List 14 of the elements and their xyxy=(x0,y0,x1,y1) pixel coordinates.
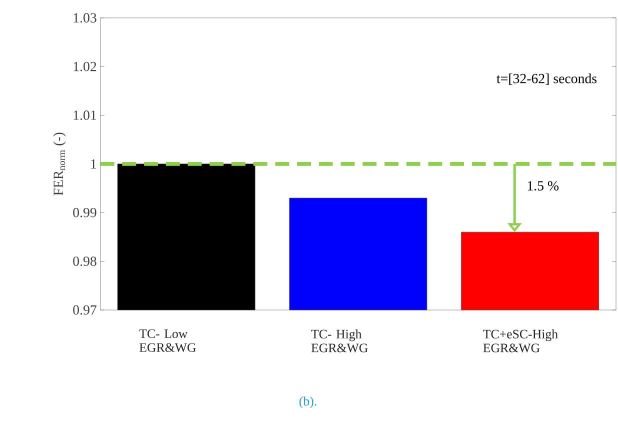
y-tick-label: 0.99 xyxy=(73,208,96,218)
annotation: t=[32-62] seconds xyxy=(496,73,597,85)
y-tick-label: 1.01 xyxy=(74,110,96,120)
text: (b). xyxy=(299,396,316,408)
annotation: 1.5 % xyxy=(528,181,559,190)
x-tick-label: TC+eSC-High EGR&WG xyxy=(483,329,558,352)
y-tick-label: 0.98 xyxy=(73,256,96,266)
y-axis-title: FER$_{norm}$ (-) xyxy=(53,132,66,196)
y-tick-label: 1 xyxy=(91,159,96,168)
y-tick-label: 1.03 xyxy=(74,13,96,23)
x-tick-label: TC- Low EGR&WG xyxy=(139,329,196,352)
x-tick-label: TC- High EGR&WG xyxy=(311,329,368,352)
y-tick-label: 1.02 xyxy=(74,62,96,72)
y-tick-label: 0.97 xyxy=(73,305,96,315)
